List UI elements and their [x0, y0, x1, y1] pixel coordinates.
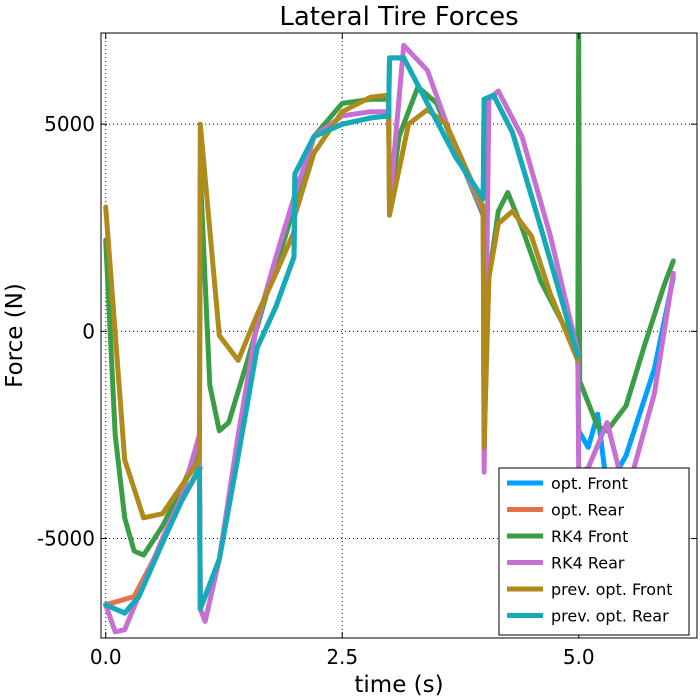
x-tick-label: 0.0	[90, 645, 122, 669]
legend-label: RK4 Rear	[551, 554, 625, 573]
ticks: 0.0 2.5 5.0 -5000 0 5000	[37, 33, 697, 669]
legend-label: prev. opt. Front	[551, 580, 672, 599]
legend-label: opt. Rear	[551, 501, 624, 520]
legend-label: RK4 Front	[551, 527, 628, 546]
legend-label: opt. Front	[551, 474, 628, 493]
plot-frame	[100, 32, 698, 639]
legend-label: prev. opt. Rear	[551, 607, 669, 626]
y-tick-label: -5000	[37, 527, 95, 551]
x-tick-label: 5.0	[563, 645, 595, 669]
chart-title: Lateral Tire Forces	[279, 2, 518, 32]
series-line-prev-opt-front	[103, 92, 581, 521]
legend: opt. Front opt. Rear RK4 Front RK4 Rear prev…	[498, 467, 690, 636]
x-axis-label: time (s)	[354, 672, 443, 698]
x-tick-label: 2.5	[326, 645, 358, 669]
series-line-prev-opt-rear	[103, 55, 581, 616]
series-lines	[103, 33, 676, 635]
legend-box	[498, 467, 690, 636]
y-tick-label: 5000	[44, 112, 95, 136]
y-axis-label: Force (N)	[2, 283, 28, 388]
y-tick-label: 0	[82, 319, 95, 343]
